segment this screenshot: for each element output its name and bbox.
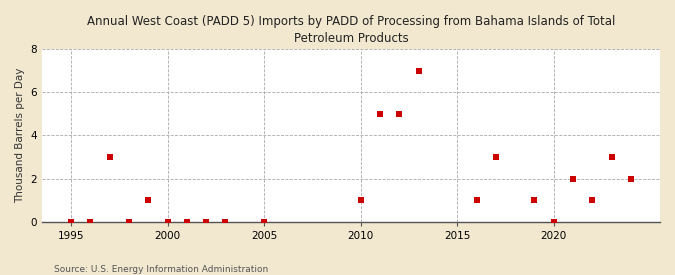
Point	[548, 219, 559, 224]
Point	[220, 219, 231, 224]
Point	[355, 198, 366, 202]
Point	[606, 155, 617, 159]
Point	[413, 68, 424, 73]
Point	[491, 155, 502, 159]
Point	[259, 219, 269, 224]
Point	[104, 155, 115, 159]
Title: Annual West Coast (PADD 5) Imports by PADD of Processing from Bahama Islands of : Annual West Coast (PADD 5) Imports by PA…	[87, 15, 615, 45]
Point	[375, 112, 385, 116]
Point	[65, 219, 76, 224]
Point	[124, 219, 134, 224]
Point	[529, 198, 540, 202]
Point	[85, 219, 96, 224]
Point	[394, 112, 405, 116]
Point	[182, 219, 192, 224]
Point	[626, 176, 637, 181]
Text: Source: U.S. Energy Information Administration: Source: U.S. Energy Information Administ…	[54, 265, 268, 274]
Point	[143, 198, 154, 202]
Point	[162, 219, 173, 224]
Point	[587, 198, 598, 202]
Point	[568, 176, 578, 181]
Y-axis label: Thousand Barrels per Day: Thousand Barrels per Day	[15, 68, 25, 203]
Point	[471, 198, 482, 202]
Point	[200, 219, 211, 224]
